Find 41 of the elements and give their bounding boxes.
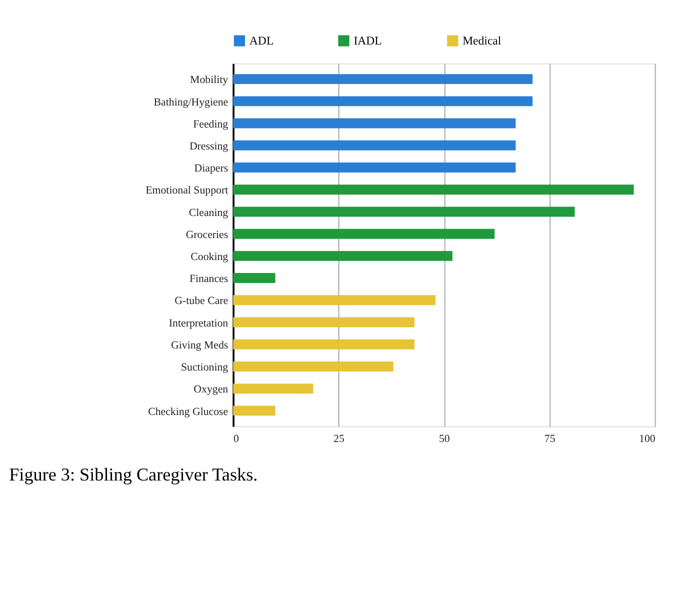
y-tick-label: Feeding bbox=[193, 118, 229, 130]
x-tick-label: 100 bbox=[639, 433, 656, 446]
y-tick-label: Suctioning bbox=[180, 362, 229, 374]
y-tick-label: Diapers bbox=[194, 162, 228, 175]
x-tick-label: 50 bbox=[438, 433, 450, 446]
y-tick-label: Bathing/Hygiene bbox=[154, 96, 228, 108]
legend-label: ADL bbox=[249, 33, 274, 48]
bar bbox=[233, 384, 314, 394]
bar bbox=[233, 206, 575, 217]
bar bbox=[233, 406, 276, 416]
y-tick-label: Groceries bbox=[186, 228, 228, 241]
bar bbox=[233, 162, 516, 172]
bar bbox=[233, 96, 533, 106]
y-tick-label: Mobility bbox=[190, 74, 229, 86]
bar bbox=[233, 317, 414, 328]
x-tick-label: 0 bbox=[234, 433, 240, 446]
text: Figure 3: Sibling Caregiver Tasks. bbox=[9, 464, 258, 485]
y-tick-label: G-tube Care bbox=[174, 295, 228, 308]
bar bbox=[233, 339, 414, 350]
y-tick-label: Cleaning bbox=[188, 206, 229, 219]
y-tick-label: Cooking bbox=[190, 251, 229, 264]
bar bbox=[233, 228, 495, 239]
y-tick-label: Interpretation bbox=[168, 317, 229, 330]
bar bbox=[233, 140, 516, 150]
legend-label: Medical bbox=[462, 33, 502, 48]
y-tick-label: Oxygen bbox=[194, 384, 229, 396]
bar bbox=[233, 295, 436, 306]
y-tick-label: Finances bbox=[189, 273, 228, 286]
x-tick-label: 25 bbox=[334, 433, 345, 446]
y-tick-label: Dressing bbox=[189, 140, 229, 152]
y-tick-label: Checking Glucose bbox=[148, 406, 228, 418]
legend-label: IADL bbox=[354, 33, 382, 48]
bar bbox=[233, 361, 394, 372]
bar bbox=[233, 273, 276, 284]
y-tick-label: Emotional Support bbox=[146, 184, 228, 197]
bar bbox=[233, 118, 516, 128]
bar bbox=[233, 184, 634, 195]
bar bbox=[233, 74, 533, 84]
x-tick-label: 75 bbox=[544, 433, 556, 446]
y-tick-label: Giving Meds bbox=[171, 339, 228, 352]
bar bbox=[233, 250, 452, 261]
